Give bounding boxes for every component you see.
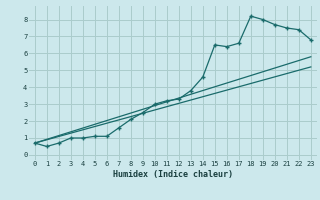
X-axis label: Humidex (Indice chaleur): Humidex (Indice chaleur) [113, 170, 233, 179]
